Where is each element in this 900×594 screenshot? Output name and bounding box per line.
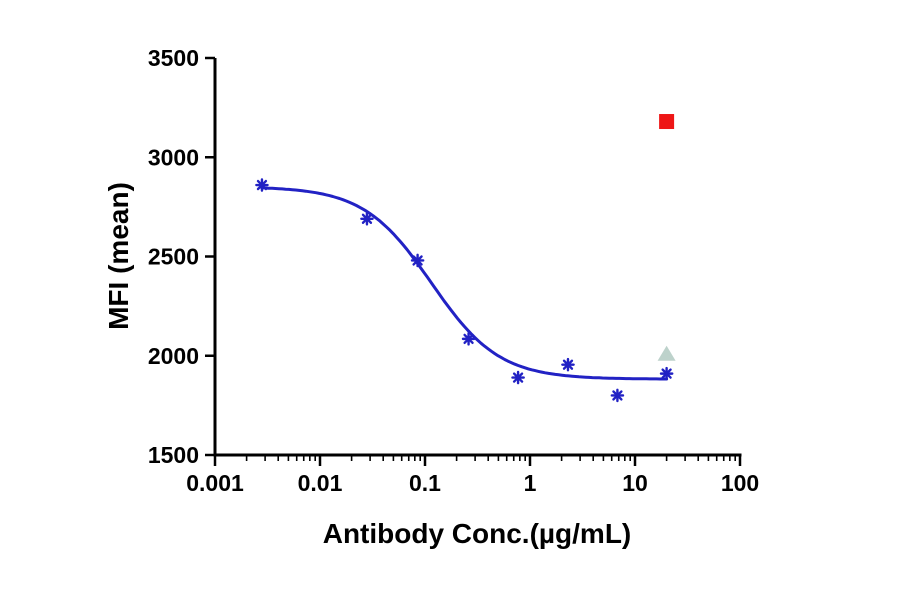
x-tick-label: 0.01 bbox=[298, 470, 343, 496]
y-axis-title: MFI (mean) bbox=[103, 182, 134, 330]
control-triangle-point bbox=[657, 345, 676, 361]
control-square-point bbox=[659, 114, 675, 130]
antibody-titration-point bbox=[365, 213, 373, 220]
y-tick-label: 2000 bbox=[148, 343, 199, 369]
plot-layer: 1500 2000 2500 3000 3500 0.001 0.01 0.1 1 10 100 bbox=[148, 45, 759, 496]
fit-curve bbox=[260, 186, 669, 381]
y-tick-label: 3000 bbox=[148, 144, 199, 170]
x-tick-label: 10 bbox=[622, 470, 648, 496]
x-tick-label: 1 bbox=[524, 470, 537, 496]
y-tick-label: 3500 bbox=[148, 45, 199, 71]
antibody-titration-point bbox=[467, 333, 474, 341]
antibody-titration-point bbox=[566, 359, 574, 366]
x-tick-label: 100 bbox=[721, 470, 759, 496]
antibody-titration-point bbox=[665, 368, 672, 375]
y-tick-label: 2500 bbox=[148, 244, 199, 270]
y-tick-label: 1500 bbox=[148, 442, 199, 468]
antibody-titration-point bbox=[516, 372, 524, 379]
antibody-titration-point bbox=[416, 255, 423, 262]
x-tick-label: 0.1 bbox=[409, 470, 441, 496]
x-tick-label: 0.001 bbox=[186, 470, 244, 496]
x-axis-title: Antibody Conc.(µg/mL) bbox=[323, 518, 632, 549]
antibody-titration-point bbox=[616, 390, 623, 397]
antibody-titration-point bbox=[260, 179, 268, 187]
